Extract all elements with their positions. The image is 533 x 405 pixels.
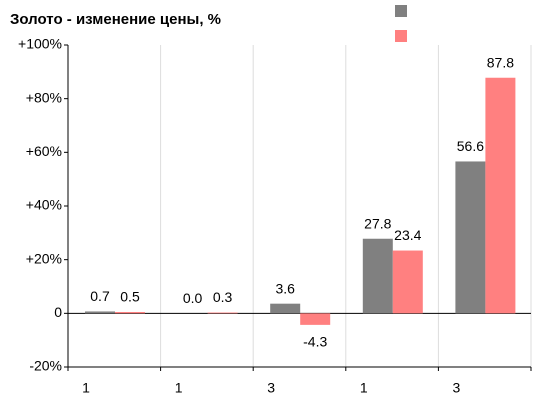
data-label: 0.0 xyxy=(183,290,203,306)
data-label: 56.6 xyxy=(457,138,484,154)
chart-title: Золото - изменение цены, % xyxy=(10,11,221,28)
y-tick-label: +20% xyxy=(26,250,62,266)
bar xyxy=(362,238,393,314)
y-tick-label: +80% xyxy=(26,89,62,105)
y-tick-label: -20% xyxy=(29,358,62,374)
data-label: 0.7 xyxy=(90,288,110,304)
x-tick-label: 1 xyxy=(360,380,368,396)
data-label: 27.8 xyxy=(364,215,391,231)
y-tick-label: 0 xyxy=(54,304,62,320)
bar xyxy=(85,311,115,314)
data-label: 87.8 xyxy=(487,54,514,70)
data-label: 0.3 xyxy=(213,289,233,305)
y-tick-label: +100% xyxy=(18,36,62,52)
bar xyxy=(115,311,145,314)
x-tick-label: 3 xyxy=(267,380,275,396)
x-tick-label: 1 xyxy=(82,380,90,396)
data-label: 0.5 xyxy=(120,289,140,305)
data-label: -4.3 xyxy=(303,334,327,350)
x-tick-label: 3 xyxy=(453,380,461,396)
bar xyxy=(455,161,486,314)
bar xyxy=(392,250,423,314)
bar xyxy=(207,312,238,314)
legend-swatch xyxy=(395,30,407,42)
data-label: 23.4 xyxy=(394,227,421,243)
bar xyxy=(300,313,331,325)
y-tick-label: +60% xyxy=(26,143,62,159)
data-label: 3.6 xyxy=(275,280,295,296)
bar xyxy=(485,77,516,314)
x-tick-label: 1 xyxy=(175,380,183,396)
legend-swatch xyxy=(395,5,407,17)
y-tick-label: +40% xyxy=(26,197,62,213)
bar xyxy=(270,303,301,314)
